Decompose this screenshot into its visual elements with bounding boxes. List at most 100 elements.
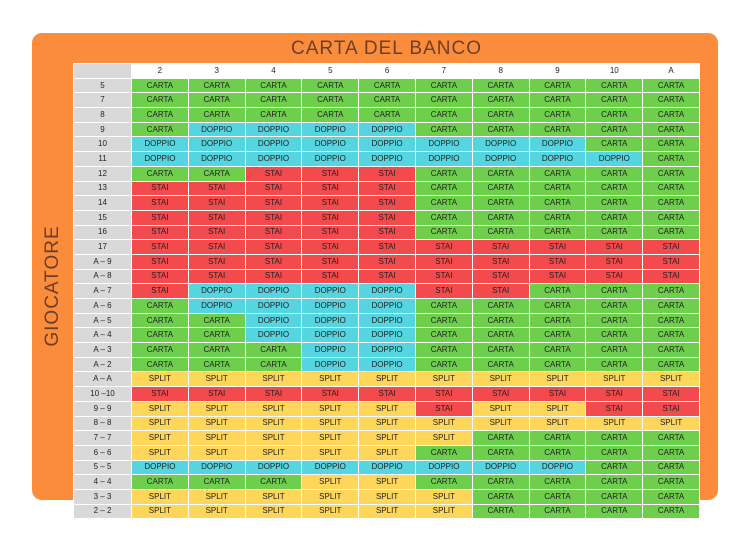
player-hand-row: 11 DOPPIO DOPPIO DOPPIO DOPPIO DOPPIO DOPPIO DO… [73, 151, 700, 167]
action-cell: SPLIT [244, 444, 303, 461]
action-cell: CARTA [131, 356, 189, 373]
player-hand-row: 7 CARTA CARTA CARTA CARTA CARTA CARTA CARTA CART… [73, 92, 700, 109]
player-hand-label: 17 [73, 239, 132, 255]
action-cell: SPLIT [414, 503, 473, 520]
player-hand-label: 10 [73, 136, 132, 153]
action-cell: DOPPIO [244, 283, 303, 299]
dealer-header-row: 2 3 4 5 6 7 8 9 10 A [73, 63, 700, 79]
action-cell: CARTA [528, 283, 587, 299]
action-cell: CARTA [585, 92, 644, 109]
action-cell: CARTA [642, 209, 700, 226]
action-cell: CARTA [471, 342, 530, 358]
action-cell: CARTA [471, 107, 530, 123]
dealer-card-header: 6 [358, 63, 416, 79]
action-cell: CARTA [358, 77, 416, 94]
action-cell: DOPPIO [414, 151, 473, 167]
action-cell: SPLIT [642, 415, 700, 432]
action-cell: CARTA [585, 312, 644, 329]
strategy-grid: 2 3 4 5 6 7 8 9 10 A 5 CARTA CARTA CARTA CARTA CARTA CA… [73, 63, 700, 520]
action-cell: STAI [187, 253, 246, 270]
action-cell: CARTA [585, 503, 644, 520]
action-cell: STAI [414, 253, 473, 270]
action-cell: CARTA [131, 327, 189, 344]
player-hand-row: A – 4 CARTA CARTA DOPPIO DOPPIO DOPPIO CARTA CA… [73, 327, 700, 344]
action-cell: DOPPIO [187, 136, 246, 153]
action-cell: DOPPIO [301, 136, 360, 153]
action-cell: SPLIT [301, 488, 360, 505]
action-cell: STAI [244, 386, 303, 402]
action-cell: CARTA [528, 209, 587, 226]
action-cell: DOPPIO [414, 136, 473, 153]
dealer-card-header: 9 [528, 63, 587, 79]
action-cell: CARTA [244, 107, 303, 123]
action-cell: DOPPIO [358, 283, 416, 299]
player-hand-label: 8 [73, 107, 132, 123]
action-cell: SPLIT [244, 400, 303, 417]
action-cell: CARTA [471, 224, 530, 241]
action-cell: CARTA [131, 342, 189, 358]
action-cell: SPLIT [585, 371, 644, 388]
dealer-card-header: 4 [244, 63, 303, 79]
action-cell: SPLIT [187, 503, 246, 520]
action-cell: DOPPIO [301, 283, 360, 299]
action-cell: CARTA [131, 312, 189, 329]
action-cell: DOPPIO [301, 121, 360, 138]
action-cell: CARTA [642, 92, 700, 109]
action-cell: SPLIT [301, 444, 360, 461]
action-cell: CARTA [642, 77, 700, 94]
action-cell: CARTA [528, 298, 587, 314]
action-cell: STAI [471, 253, 530, 270]
action-cell: STAI [187, 239, 246, 255]
action-cell: STAI [244, 253, 303, 270]
action-cell: CARTA [471, 298, 530, 314]
action-cell: DOPPIO [358, 298, 416, 314]
action-cell: CARTA [585, 342, 644, 358]
action-cell: CARTA [642, 312, 700, 329]
action-cell: DOPPIO [471, 136, 530, 153]
action-cell: CARTA [585, 430, 644, 446]
action-cell: CARTA [471, 195, 530, 211]
action-cell: DOPPIO [301, 342, 360, 358]
action-cell: STAI [358, 253, 416, 270]
action-cell: DOPPIO [358, 312, 416, 329]
action-cell: CARTA [301, 107, 360, 123]
action-cell: CARTA [642, 342, 700, 358]
action-cell: STAI [187, 180, 246, 197]
action-cell: CARTA [471, 165, 530, 182]
action-cell: CARTA [642, 165, 700, 182]
dealer-card-header: 8 [471, 63, 530, 79]
action-cell: STAI [301, 180, 360, 197]
action-cell: CARTA [358, 107, 416, 123]
action-cell: CARTA [414, 224, 473, 241]
action-cell: CARTA [585, 474, 644, 490]
action-cell: CARTA [642, 180, 700, 197]
action-cell: STAI [358, 180, 416, 197]
action-cell: STAI [471, 268, 530, 285]
player-hand-label: 5 – 5 [73, 459, 132, 476]
action-cell: DOPPIO [187, 121, 246, 138]
action-cell: CARTA [471, 327, 530, 344]
action-cell: DOPPIO [301, 459, 360, 476]
action-cell: STAI [414, 386, 473, 402]
action-cell: CARTA [131, 92, 189, 109]
action-cell: SPLIT [358, 415, 416, 432]
player-hand-label: 4 – 4 [73, 474, 132, 490]
action-cell: SPLIT [358, 474, 416, 490]
player-hand-row: 13 STAI STAI STAI STAI STAI CARTA CARTA CARTA CAR… [73, 180, 700, 197]
action-cell: CARTA [471, 488, 530, 505]
action-cell: STAI [471, 386, 530, 402]
player-hand-row: 7 – 7 SPLIT SPLIT SPLIT SPLIT SPLIT SPLIT CARTA… [73, 430, 700, 446]
action-cell: STAI [131, 283, 189, 299]
action-cell: DOPPIO [131, 151, 189, 167]
action-cell: SPLIT [131, 503, 189, 520]
dealer-card-header: 5 [301, 63, 360, 79]
player-hand-row: 10 DOPPIO DOPPIO DOPPIO DOPPIO DOPPIO DOPPIO DO… [73, 136, 700, 153]
action-cell: DOPPIO [358, 327, 416, 344]
action-cell: DOPPIO [358, 459, 416, 476]
action-cell: CARTA [642, 488, 700, 505]
player-hand-row: 4 – 4 CARTA CARTA CARTA SPLIT SPLIT CARTA CARTA… [73, 474, 700, 490]
action-cell: SPLIT [244, 488, 303, 505]
action-cell: SPLIT [358, 444, 416, 461]
action-cell: SPLIT [301, 371, 360, 388]
action-cell: STAI [642, 239, 700, 255]
